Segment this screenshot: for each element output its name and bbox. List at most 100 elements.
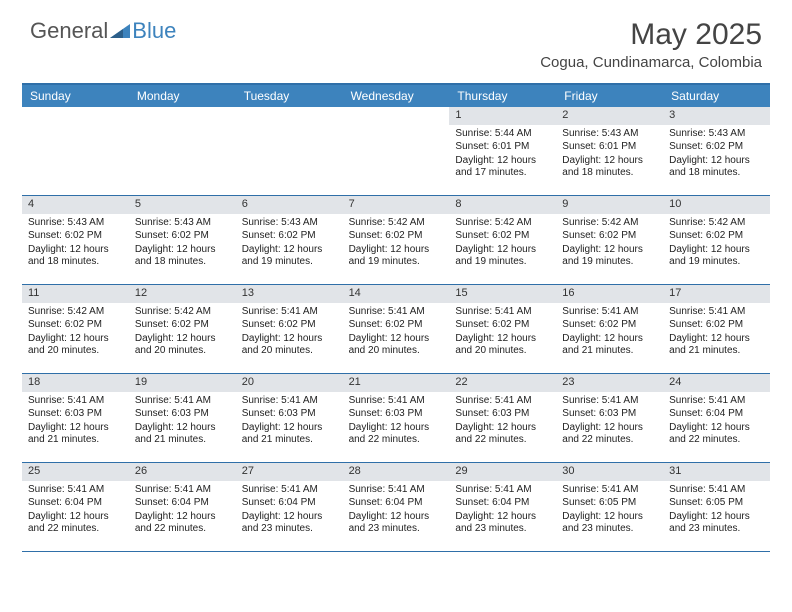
sunrise-line: Sunrise: 5:41 AM (135, 484, 230, 497)
empty-cell (236, 107, 343, 195)
sunset-line: Sunset: 6:04 PM (135, 497, 230, 510)
day-cell: 24Sunrise: 5:41 AMSunset: 6:04 PMDayligh… (663, 374, 770, 462)
day-details: Sunrise: 5:41 AMSunset: 6:05 PMDaylight:… (556, 481, 663, 541)
day-cell: 19Sunrise: 5:41 AMSunset: 6:03 PMDayligh… (129, 374, 236, 462)
day-number: 22 (449, 374, 556, 392)
daylight-line: Daylight: 12 hours and 19 minutes. (242, 244, 337, 269)
sunset-line: Sunset: 6:02 PM (669, 230, 764, 243)
week-row: 25Sunrise: 5:41 AMSunset: 6:04 PMDayligh… (22, 463, 770, 552)
day-cell: 21Sunrise: 5:41 AMSunset: 6:03 PMDayligh… (343, 374, 450, 462)
day-number: 21 (343, 374, 450, 392)
sunrise-line: Sunrise: 5:44 AM (455, 128, 550, 141)
weekday-header: Sunday (22, 85, 129, 107)
sunset-line: Sunset: 6:04 PM (669, 408, 764, 421)
sunset-line: Sunset: 6:03 PM (455, 408, 550, 421)
day-cell: 12Sunrise: 5:42 AMSunset: 6:02 PMDayligh… (129, 285, 236, 373)
sunset-line: Sunset: 6:02 PM (669, 141, 764, 154)
day-number: 8 (449, 196, 556, 214)
day-cell: 7Sunrise: 5:42 AMSunset: 6:02 PMDaylight… (343, 196, 450, 284)
daylight-line: Daylight: 12 hours and 18 minutes. (28, 244, 123, 269)
day-cell: 13Sunrise: 5:41 AMSunset: 6:02 PMDayligh… (236, 285, 343, 373)
day-details: Sunrise: 5:41 AMSunset: 6:02 PMDaylight:… (663, 303, 770, 363)
day-details: Sunrise: 5:43 AMSunset: 6:02 PMDaylight:… (236, 214, 343, 274)
day-details: Sunrise: 5:43 AMSunset: 6:02 PMDaylight:… (129, 214, 236, 274)
daylight-line: Daylight: 12 hours and 20 minutes. (135, 333, 230, 358)
day-cell: 22Sunrise: 5:41 AMSunset: 6:03 PMDayligh… (449, 374, 556, 462)
day-cell: 8Sunrise: 5:42 AMSunset: 6:02 PMDaylight… (449, 196, 556, 284)
day-cell: 26Sunrise: 5:41 AMSunset: 6:04 PMDayligh… (129, 463, 236, 551)
sunrise-line: Sunrise: 5:43 AM (135, 217, 230, 230)
daylight-line: Daylight: 12 hours and 19 minutes. (562, 244, 657, 269)
sunrise-line: Sunrise: 5:42 AM (669, 217, 764, 230)
sunrise-line: Sunrise: 5:43 AM (28, 217, 123, 230)
day-number: 30 (556, 463, 663, 481)
day-cell: 11Sunrise: 5:42 AMSunset: 6:02 PMDayligh… (22, 285, 129, 373)
calendar: SundayMondayTuesdayWednesdayThursdayFrid… (22, 83, 770, 552)
weekday-header: Tuesday (236, 85, 343, 107)
day-number: 1 (449, 107, 556, 125)
empty-cell (129, 107, 236, 195)
daylight-line: Daylight: 12 hours and 19 minutes. (455, 244, 550, 269)
day-number: 23 (556, 374, 663, 392)
day-details: Sunrise: 5:41 AMSunset: 6:03 PMDaylight:… (556, 392, 663, 452)
day-details: Sunrise: 5:42 AMSunset: 6:02 PMDaylight:… (22, 303, 129, 363)
day-cell: 14Sunrise: 5:41 AMSunset: 6:02 PMDayligh… (343, 285, 450, 373)
day-details: Sunrise: 5:43 AMSunset: 6:01 PMDaylight:… (556, 125, 663, 185)
day-details: Sunrise: 5:41 AMSunset: 6:04 PMDaylight:… (449, 481, 556, 541)
day-cell: 4Sunrise: 5:43 AMSunset: 6:02 PMDaylight… (22, 196, 129, 284)
sunset-line: Sunset: 6:03 PM (242, 408, 337, 421)
day-cell: 20Sunrise: 5:41 AMSunset: 6:03 PMDayligh… (236, 374, 343, 462)
sunset-line: Sunset: 6:02 PM (28, 319, 123, 332)
day-number: 17 (663, 285, 770, 303)
sunset-line: Sunset: 6:03 PM (135, 408, 230, 421)
logo: General Blue (30, 18, 176, 44)
day-details: Sunrise: 5:41 AMSunset: 6:05 PMDaylight:… (663, 481, 770, 541)
day-cell: 30Sunrise: 5:41 AMSunset: 6:05 PMDayligh… (556, 463, 663, 551)
daylight-line: Daylight: 12 hours and 18 minutes. (135, 244, 230, 269)
day-number: 3 (663, 107, 770, 125)
daylight-line: Daylight: 12 hours and 23 minutes. (349, 511, 444, 536)
day-number: 13 (236, 285, 343, 303)
day-cell: 28Sunrise: 5:41 AMSunset: 6:04 PMDayligh… (343, 463, 450, 551)
daylight-line: Daylight: 12 hours and 22 minutes. (669, 422, 764, 447)
empty-cell (343, 107, 450, 195)
day-number: 2 (556, 107, 663, 125)
daylight-line: Daylight: 12 hours and 21 minutes. (135, 422, 230, 447)
sunset-line: Sunset: 6:02 PM (455, 319, 550, 332)
day-details: Sunrise: 5:41 AMSunset: 6:03 PMDaylight:… (22, 392, 129, 452)
sunrise-line: Sunrise: 5:41 AM (669, 484, 764, 497)
day-number: 6 (236, 196, 343, 214)
sunset-line: Sunset: 6:02 PM (562, 230, 657, 243)
daylight-line: Daylight: 12 hours and 23 minutes. (669, 511, 764, 536)
daylight-line: Daylight: 12 hours and 21 minutes. (669, 333, 764, 358)
sunset-line: Sunset: 6:02 PM (349, 319, 444, 332)
daylight-line: Daylight: 12 hours and 20 minutes. (28, 333, 123, 358)
sunrise-line: Sunrise: 5:41 AM (349, 484, 444, 497)
daylight-line: Daylight: 12 hours and 22 minutes. (135, 511, 230, 536)
sunrise-line: Sunrise: 5:41 AM (562, 395, 657, 408)
day-details: Sunrise: 5:41 AMSunset: 6:03 PMDaylight:… (129, 392, 236, 452)
sunset-line: Sunset: 6:04 PM (455, 497, 550, 510)
sunset-line: Sunset: 6:02 PM (349, 230, 444, 243)
sunset-line: Sunset: 6:01 PM (562, 141, 657, 154)
week-row: 11Sunrise: 5:42 AMSunset: 6:02 PMDayligh… (22, 285, 770, 374)
sunset-line: Sunset: 6:02 PM (669, 319, 764, 332)
weekday-header: Monday (129, 85, 236, 107)
daylight-line: Daylight: 12 hours and 23 minutes. (562, 511, 657, 536)
sunrise-line: Sunrise: 5:43 AM (669, 128, 764, 141)
daylight-line: Daylight: 12 hours and 22 minutes. (455, 422, 550, 447)
day-number: 16 (556, 285, 663, 303)
title-block: May 2025 Cogua, Cundinamarca, Colombia (540, 18, 762, 71)
daylight-line: Daylight: 12 hours and 21 minutes. (562, 333, 657, 358)
day-cell: 15Sunrise: 5:41 AMSunset: 6:02 PMDayligh… (449, 285, 556, 373)
day-details: Sunrise: 5:43 AMSunset: 6:02 PMDaylight:… (22, 214, 129, 274)
sunset-line: Sunset: 6:04 PM (349, 497, 444, 510)
day-details: Sunrise: 5:41 AMSunset: 6:02 PMDaylight:… (343, 303, 450, 363)
daylight-line: Daylight: 12 hours and 18 minutes. (562, 155, 657, 180)
sunrise-line: Sunrise: 5:41 AM (242, 484, 337, 497)
day-details: Sunrise: 5:42 AMSunset: 6:02 PMDaylight:… (556, 214, 663, 274)
daylight-line: Daylight: 12 hours and 21 minutes. (28, 422, 123, 447)
logo-text-general: General (30, 18, 108, 44)
sunset-line: Sunset: 6:04 PM (242, 497, 337, 510)
weekday-header-row: SundayMondayTuesdayWednesdayThursdayFrid… (22, 85, 770, 107)
